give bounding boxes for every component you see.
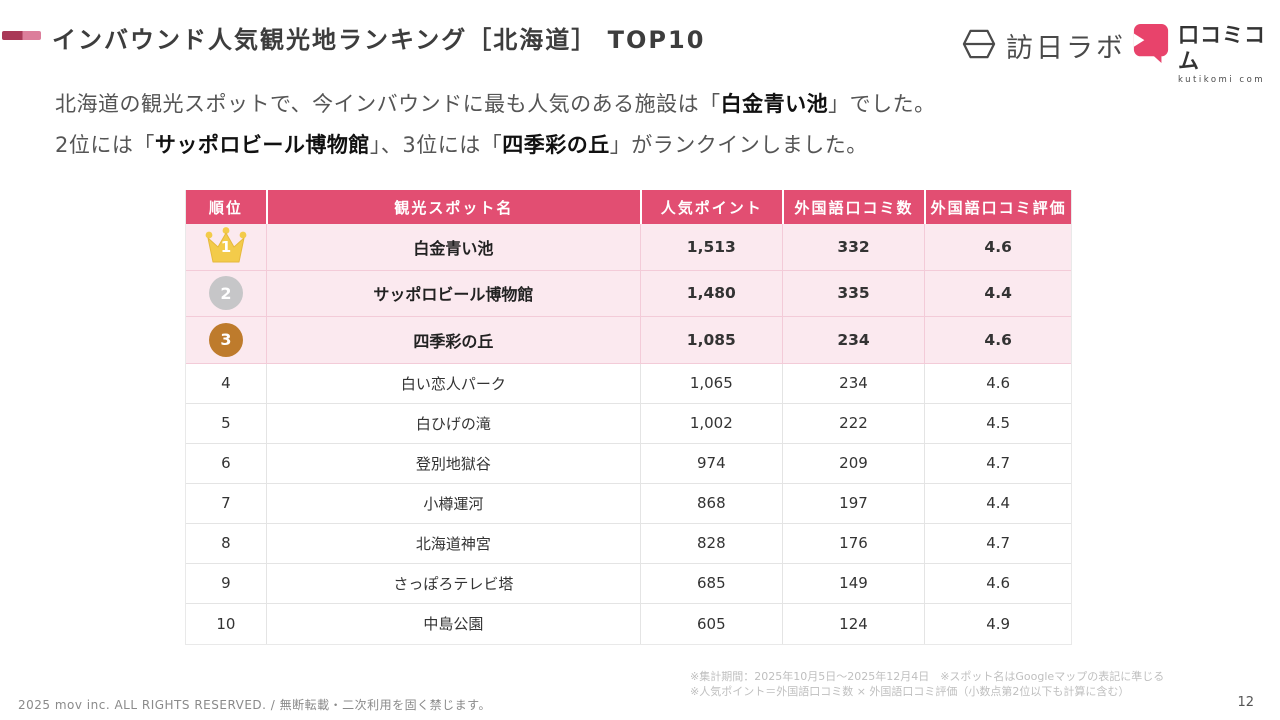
table-row: 10 中島公園 605 124 4.9 — [186, 603, 1071, 644]
top2-spot-name: サッポロビール博物館 — [154, 133, 370, 157]
points-cell: 1,513 — [639, 224, 782, 270]
rating-cell: 4.6 — [924, 224, 1071, 270]
rating-cell: 4.9 — [924, 603, 1071, 644]
rank-cell: 3 — [186, 317, 266, 363]
rating-cell: 4.4 — [924, 270, 1071, 316]
points-cell: 685 — [639, 563, 782, 603]
spot-name-cell: 北海道神宮 — [265, 523, 640, 563]
rating-cell: 4.6 — [924, 317, 1071, 363]
points-cell: 828 — [639, 523, 782, 563]
rank-cell: 10 — [216, 614, 236, 633]
reviews-cell: 335 — [781, 270, 925, 316]
reviews-cell: 176 — [781, 523, 925, 563]
rating-cell: 4.6 — [924, 563, 1071, 603]
footnotes: ※集計期間：2025年10月5日～2025年12月4日 ※スポット名はGoogl… — [690, 669, 1164, 699]
spot-name-cell: 小樽運河 — [265, 483, 640, 523]
points-cell: 1,480 — [639, 270, 782, 316]
rank-cell: 5 — [221, 414, 231, 432]
table-row: 7 小樽運河 868 197 4.4 — [186, 483, 1071, 524]
lantern-hexagon-icon — [962, 28, 996, 64]
rating-cell: 4.5 — [924, 403, 1071, 443]
points-cell: 605 — [639, 603, 782, 644]
kutikomi-logo-text: 口コミコム — [1178, 23, 1266, 73]
rating-cell: 4.7 — [924, 443, 1071, 483]
footnote-line-2: ※人気ポイント＝外国語口コミ数 × 外国語口コミ評価（小数点第2位以下も計算に含… — [690, 685, 1130, 698]
table-row: 2 サッポロビール博物館 1,480 335 4.4 — [186, 270, 1071, 317]
title-accent-dash — [2, 31, 41, 40]
reviews-cell: 197 — [781, 483, 925, 523]
page-number: 12 — [1237, 695, 1254, 710]
hojitsu-lab-logo: 訪日ラボ — [962, 26, 1126, 65]
reviews-cell: 222 — [781, 403, 925, 443]
header-points: 人気ポイント — [639, 190, 782, 224]
ranking-table: 順位 観光スポット名 人気ポイント 外国語口コミ数 外国語口コミ評価 1 白金青… — [185, 190, 1072, 645]
points-cell: 868 — [639, 483, 782, 523]
reviews-cell: 149 — [781, 563, 925, 603]
spot-name-cell: サッポロビール博物館 — [265, 270, 640, 316]
rank-cell: 6 — [221, 454, 231, 472]
table-row: 8 北海道神宮 828 176 4.7 — [186, 523, 1071, 564]
points-cell: 974 — [639, 443, 782, 483]
reviews-cell: 209 — [781, 443, 925, 483]
rank-cell: 8 — [221, 534, 231, 552]
spot-name-cell: 登別地獄谷 — [265, 443, 640, 483]
copyright-text: 2025 mov inc. ALL RIGHTS RESERVED. / 無断転… — [18, 698, 491, 712]
table-row: 3 四季彩の丘 1,085 234 4.6 — [186, 317, 1071, 364]
reviews-cell: 124 — [781, 603, 925, 644]
points-cell: 1,002 — [639, 403, 782, 443]
footnote-line-1: ※集計期間：2025年10月5日～2025年12月4日 ※スポット名はGoogl… — [690, 670, 1165, 683]
top3-spot-name: 四季彩の丘 — [502, 133, 610, 157]
spot-name-cell: 白ひげの滝 — [265, 403, 640, 443]
spot-name-cell: 中島公園 — [265, 603, 640, 644]
rating-cell: 4.7 — [924, 523, 1071, 563]
spot-name-cell: 白い恋人パーク — [265, 363, 640, 403]
reviews-cell: 234 — [781, 363, 925, 403]
table-row: 5 白ひげの滝 1,002 222 4.5 — [186, 403, 1071, 444]
table-header-row: 順位 観光スポット名 人気ポイント 外国語口コミ数 外国語口コミ評価 — [186, 190, 1071, 224]
rank-cell: 7 — [221, 494, 231, 512]
points-cell: 1,065 — [639, 363, 782, 403]
kutikomi-logo-subtext: kutikomi com — [1178, 75, 1266, 85]
table-row: 1 白金青い池 1,513 332 4.6 — [186, 224, 1071, 271]
table-row: 6 登別地獄谷 974 209 4.7 — [186, 443, 1071, 484]
header-review-count: 外国語口コミ数 — [781, 190, 925, 224]
rank-cell: 2 — [186, 271, 266, 317]
table-row: 9 さっぽろテレビ塔 685 149 4.6 — [186, 563, 1071, 604]
rating-cell: 4.6 — [924, 363, 1071, 403]
kutikomi-logo: 口コミコム kutikomi com — [1132, 22, 1280, 85]
top1-spot-name: 白金青い池 — [720, 92, 829, 116]
bronze-rank-badge: 3 — [208, 322, 243, 357]
summary-line-2: 2位には「サッポロビール博物館」、3位には「四季彩の丘」がランクインしました。 — [55, 133, 868, 157]
summary-text: 北海道の観光スポットで、今インバウンドに最も人気のある施設は「白金青い池」でした… — [55, 84, 936, 166]
summary-line-1: 北海道の観光スポットで、今インバウンドに最も人気のある施設は「白金青い池」でした… — [55, 92, 936, 116]
header-spot-name: 観光スポット名 — [265, 190, 640, 224]
rank-cell: 9 — [221, 574, 231, 592]
spot-name-cell: さっぽろテレビ塔 — [265, 563, 640, 603]
hojitsu-lab-logo-text: 訪日ラボ — [1006, 33, 1126, 64]
speech-bubble-icon — [1132, 22, 1170, 68]
points-cell: 1,085 — [639, 317, 782, 363]
gold-crown-icon: 1 — [203, 226, 249, 268]
rank-cell: 1 — [186, 224, 266, 270]
header-rank: 順位 — [208, 198, 243, 217]
table-row: 4 白い恋人パーク 1,065 234 4.6 — [186, 363, 1071, 404]
silver-rank-badge: 2 — [208, 276, 243, 311]
header-review-rating: 外国語口コミ評価 — [924, 190, 1071, 224]
page-title: インバウンド人気観光地ランキング［北海道］ TOP10 — [52, 26, 706, 54]
reviews-cell: 234 — [781, 317, 925, 363]
rank-cell: 4 — [221, 374, 231, 392]
spot-name-cell: 四季彩の丘 — [265, 317, 640, 363]
reviews-cell: 332 — [781, 224, 925, 270]
rating-cell: 4.4 — [924, 483, 1071, 523]
spot-name-cell: 白金青い池 — [265, 224, 640, 270]
